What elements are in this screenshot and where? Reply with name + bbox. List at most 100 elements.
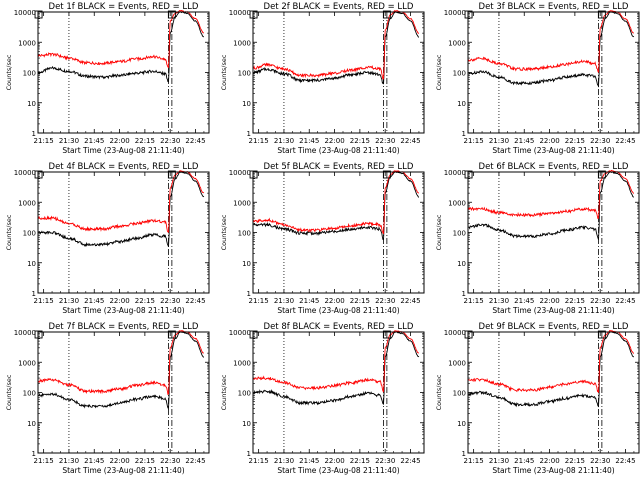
x-axis-label: Start Time (23-Aug-08 21:11:40) bbox=[492, 306, 614, 315]
x-tick-label: 21:30 bbox=[59, 137, 79, 145]
panel-title: Det 3f BLACK = Events, RED = LLD bbox=[479, 2, 629, 12]
y-axis-label: Counts/sec bbox=[435, 214, 443, 250]
plot-frame bbox=[37, 11, 210, 134]
x-tick-label: 21:30 bbox=[274, 457, 294, 465]
y-tick-label: 1000 bbox=[18, 199, 36, 207]
x-tick-label: 22:00 bbox=[324, 297, 344, 305]
plot-frame bbox=[467, 331, 640, 454]
y-tick-label: 10000 bbox=[14, 9, 36, 17]
y-axis-label: Counts/sec bbox=[5, 214, 13, 250]
x-tick-label: 21:30 bbox=[59, 297, 79, 305]
series-line-events bbox=[468, 11, 635, 88]
x-tick-label: 22:30 bbox=[590, 457, 610, 465]
x-axis-label: Start Time (23-Aug-08 21:11:40) bbox=[62, 306, 184, 315]
x-tick-label: 22:00 bbox=[324, 457, 344, 465]
x-tick-label: 21:45 bbox=[84, 137, 104, 145]
square-marker bbox=[249, 10, 258, 19]
plot-frame bbox=[467, 171, 640, 294]
x-axis-label: Start Time (23-Aug-08 21:11:40) bbox=[62, 466, 184, 475]
x-tick-label: 21:15 bbox=[34, 137, 54, 145]
x-tick-label: 21:45 bbox=[299, 137, 319, 145]
x-tick-label: 22:30 bbox=[375, 457, 395, 465]
series-line-lld bbox=[38, 10, 205, 69]
x-tick-label: 22:30 bbox=[590, 297, 610, 305]
panel-det-3: Det 3f BLACK = Events, RED = LLD 1 10 100 10… bbox=[435, 2, 640, 155]
series-line-events bbox=[38, 171, 205, 248]
panel-title: Det 8f BLACK = Events, RED = LLD bbox=[264, 322, 414, 332]
x-tick-label: 22:00 bbox=[109, 297, 129, 305]
y-tick-label: 100 bbox=[453, 390, 466, 398]
y-tick-label: 1 bbox=[247, 450, 251, 458]
square-marker bbox=[34, 10, 43, 19]
x-tick-label: 21:45 bbox=[514, 137, 534, 145]
y-tick-label: 1 bbox=[462, 450, 466, 458]
x-tick-label: 22:15 bbox=[135, 457, 155, 465]
x-tick-label: 21:15 bbox=[464, 457, 484, 465]
panel-det-6: Det 6f BLACK = Events, RED = LLD 1 10 100 10… bbox=[435, 162, 640, 315]
x-tick-label: 21:15 bbox=[34, 297, 54, 305]
panel-det-4: Det 4f BLACK = Events, RED = LLD 1 10 100 10… bbox=[5, 162, 210, 315]
y-axis-label: Counts/sec bbox=[220, 214, 228, 250]
y-tick-label: 100 bbox=[453, 230, 466, 238]
x-tick-label: 21:45 bbox=[84, 457, 104, 465]
y-tick-label: 10 bbox=[242, 420, 251, 428]
series-line-lld bbox=[468, 10, 635, 73]
series-line-events bbox=[38, 11, 205, 83]
plot-frame bbox=[252, 171, 425, 294]
x-tick-label: 21:15 bbox=[464, 297, 484, 305]
x-tick-label: 22:30 bbox=[160, 297, 180, 305]
y-tick-label: 100 bbox=[238, 230, 251, 238]
x-tick-label: 21:30 bbox=[274, 137, 294, 145]
y-axis-label: Counts/sec bbox=[5, 54, 13, 90]
y-tick-label: 100 bbox=[238, 390, 251, 398]
square-marker bbox=[597, 10, 606, 19]
series-line-lld bbox=[38, 170, 205, 233]
x-tick-label: 22:30 bbox=[590, 137, 610, 145]
x-tick-label: 21:15 bbox=[249, 297, 269, 305]
square-marker bbox=[34, 170, 43, 179]
y-tick-label: 1 bbox=[32, 130, 36, 138]
series-line-events bbox=[253, 331, 420, 406]
x-tick-label: 22:30 bbox=[160, 457, 180, 465]
x-tick-label: 21:45 bbox=[299, 297, 319, 305]
x-tick-label: 22:30 bbox=[160, 137, 180, 145]
x-axis-label: Start Time (23-Aug-08 21:11:40) bbox=[492, 146, 614, 155]
square-marker bbox=[167, 170, 176, 179]
x-tick-label: 21:15 bbox=[249, 137, 269, 145]
y-tick-label: 10 bbox=[457, 420, 466, 428]
y-tick-label: 10000 bbox=[229, 329, 251, 337]
square-marker bbox=[382, 330, 391, 339]
y-tick-label: 10 bbox=[27, 420, 36, 428]
x-tick-label: 22:00 bbox=[539, 457, 559, 465]
y-tick-label: 100 bbox=[23, 230, 36, 238]
panel-title: Det 7f BLACK = Events, RED = LLD bbox=[49, 322, 199, 332]
y-tick-label: 10000 bbox=[444, 9, 466, 17]
y-axis-label: Counts/sec bbox=[435, 374, 443, 410]
x-tick-label: 22:15 bbox=[565, 457, 585, 465]
y-tick-label: 1000 bbox=[233, 199, 251, 207]
x-tick-label: 21:45 bbox=[514, 297, 534, 305]
square-marker bbox=[382, 170, 391, 179]
x-tick-label: 21:15 bbox=[249, 457, 269, 465]
series-line-lld bbox=[253, 170, 419, 235]
x-tick-label: 22:00 bbox=[324, 137, 344, 145]
y-tick-label: 10000 bbox=[14, 329, 36, 337]
plot-frame bbox=[252, 11, 425, 134]
x-tick-label: 22:00 bbox=[539, 137, 559, 145]
panel-det-5: Det 5f BLACK = Events, RED = LLD 1 10 100 10… bbox=[220, 162, 425, 315]
y-tick-label: 1000 bbox=[18, 39, 36, 47]
square-marker bbox=[249, 330, 258, 339]
x-tick-label: 22:45 bbox=[185, 457, 205, 465]
y-tick-label: 10000 bbox=[229, 169, 251, 177]
x-tick-label: 21:30 bbox=[274, 297, 294, 305]
y-tick-label: 1000 bbox=[18, 359, 36, 367]
y-tick-label: 100 bbox=[23, 70, 36, 78]
x-tick-label: 22:15 bbox=[565, 137, 585, 145]
series-line-events bbox=[468, 171, 634, 240]
y-tick-label: 1 bbox=[32, 290, 36, 298]
series-line-lld bbox=[38, 330, 205, 395]
x-tick-label: 22:30 bbox=[375, 137, 395, 145]
y-axis-label: Counts/sec bbox=[5, 374, 13, 410]
